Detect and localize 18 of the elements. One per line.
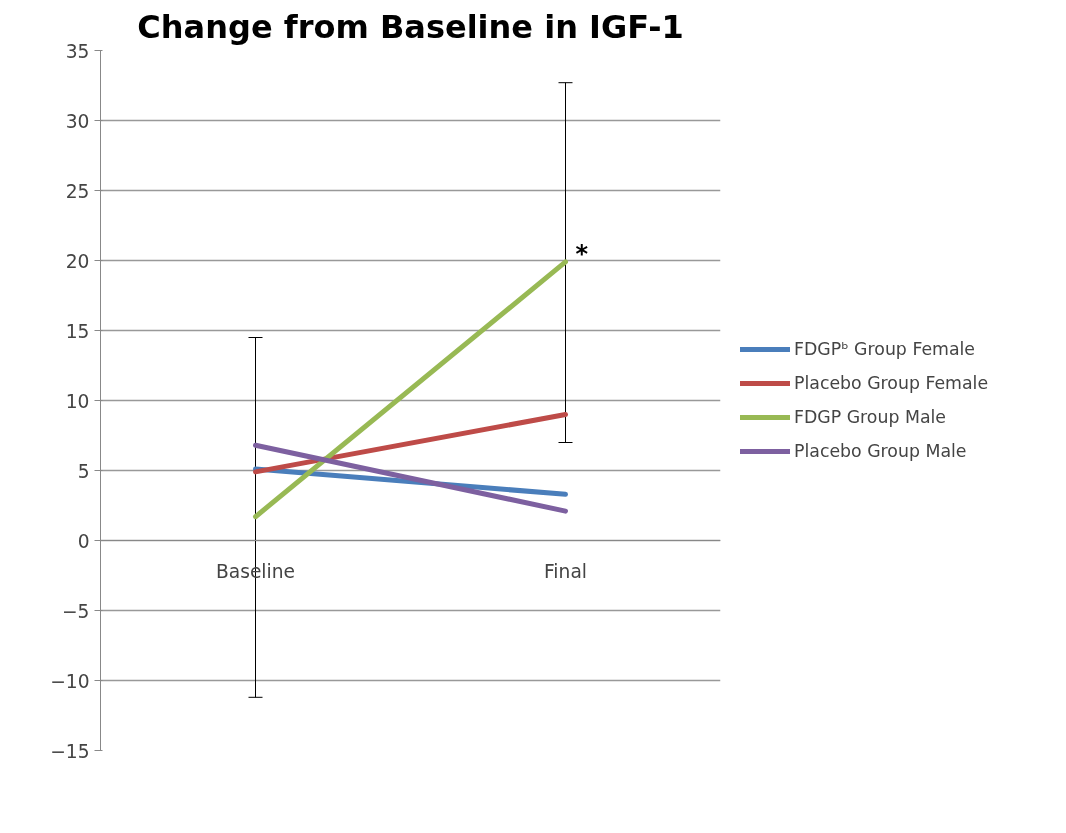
y-tick-label: 25 [65,180,90,202]
y-tick-label: −10 [50,670,90,692]
y-tick-label: −5 [62,600,90,622]
y-tick-label: 5 [77,460,90,482]
x-tick-label: Final [544,560,587,582]
y-tick-label: 30 [65,110,90,132]
chart-title: Change from Baseline in IGF-1 [137,7,684,46]
y-tick-label: −15 [50,740,90,762]
y-tick-label: 15 [65,320,90,342]
annotation: * [575,239,589,268]
legend-label: Placebo Group Male [794,441,967,461]
y-tick-label: 0 [77,530,90,552]
legend-label: FDGPᵇ Group Female [794,339,976,359]
legend-label: FDGP Group Male [794,407,947,427]
legend-label: Placebo Group Female [794,373,989,393]
y-tick-label: 35 [65,40,90,62]
y-tick-label: 10 [65,390,90,412]
y-tick-label: 20 [65,250,90,272]
